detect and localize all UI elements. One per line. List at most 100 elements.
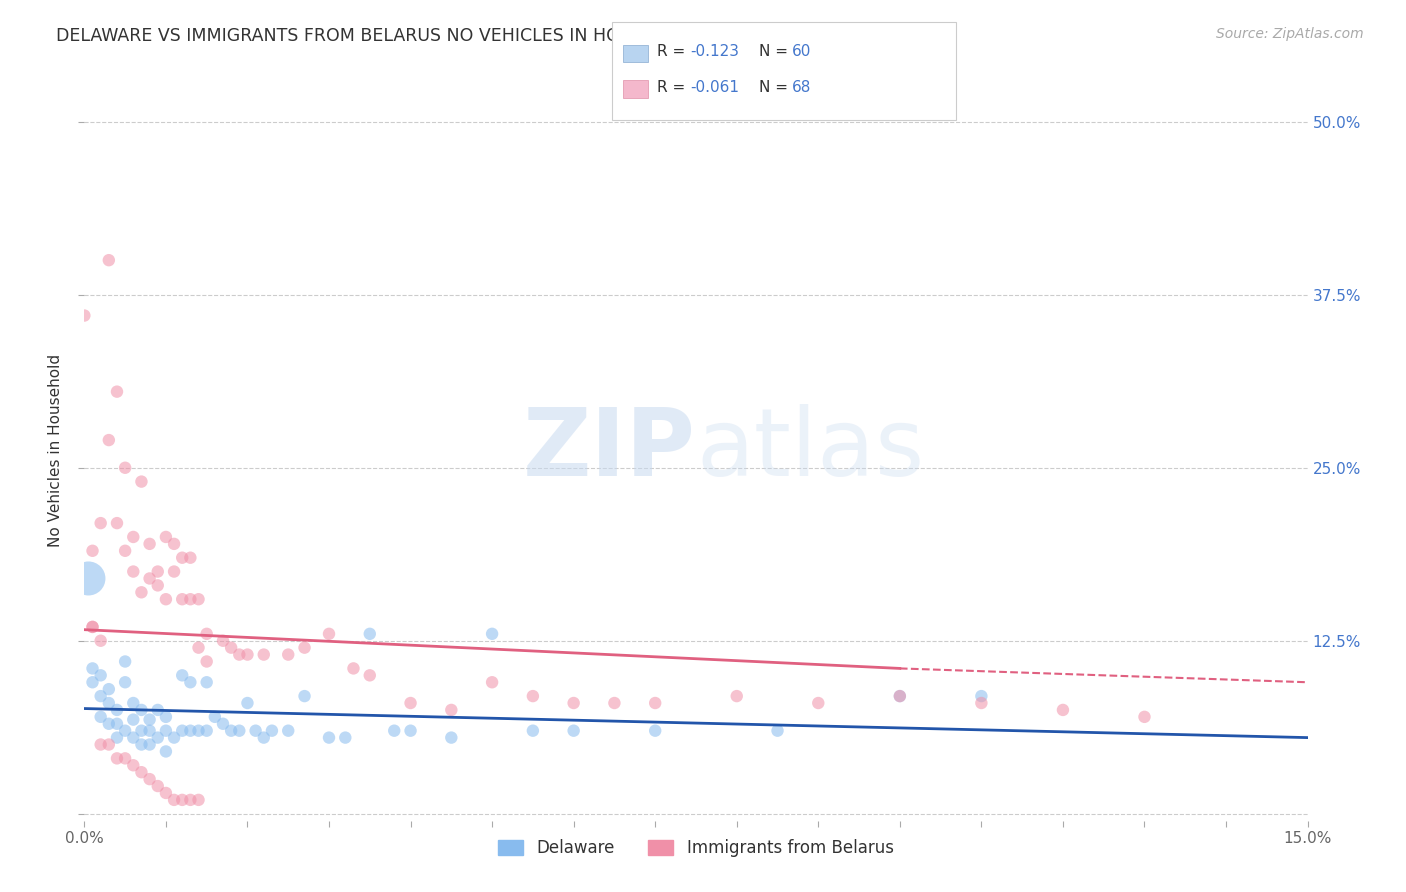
- Point: [138, 537, 160, 551]
- Point: [146, 779, 169, 793]
- Point: [97, 716, 120, 731]
- Point: [146, 731, 169, 745]
- Point: [138, 713, 160, 727]
- Text: Source: ZipAtlas.com: Source: ZipAtlas.com: [1216, 27, 1364, 41]
- Point: [172, 592, 194, 607]
- Point: [1052, 703, 1074, 717]
- Point: [172, 723, 194, 738]
- Point: [82, 620, 104, 634]
- Point: [114, 655, 136, 669]
- Point: [195, 655, 218, 669]
- Point: [97, 738, 120, 752]
- Point: [562, 723, 585, 738]
- Text: 68: 68: [792, 80, 811, 95]
- Point: [90, 668, 112, 682]
- Point: [163, 793, 186, 807]
- Text: DELAWARE VS IMMIGRANTS FROM BELARUS NO VEHICLES IN HOUSEHOLD CORRELATION CHART: DELAWARE VS IMMIGRANTS FROM BELARUS NO V…: [56, 27, 898, 45]
- Point: [114, 543, 136, 558]
- Point: [277, 723, 299, 738]
- Y-axis label: No Vehicles in Household: No Vehicles in Household: [48, 354, 63, 547]
- Point: [172, 668, 194, 682]
- Point: [603, 696, 626, 710]
- Point: [236, 696, 259, 710]
- Point: [253, 648, 276, 662]
- Point: [122, 530, 145, 544]
- Point: [122, 758, 145, 772]
- Text: N =: N =: [759, 45, 793, 59]
- Point: [766, 723, 789, 738]
- Point: [77, 572, 100, 586]
- Point: [97, 433, 120, 447]
- Point: [122, 696, 145, 710]
- Point: [122, 731, 145, 745]
- Point: [90, 516, 112, 530]
- Point: [212, 633, 235, 648]
- Point: [228, 648, 250, 662]
- Point: [138, 723, 160, 738]
- Point: [522, 689, 544, 703]
- Point: [97, 682, 120, 697]
- Point: [970, 689, 993, 703]
- Point: [146, 703, 169, 717]
- Point: [179, 675, 201, 690]
- Point: [342, 661, 364, 675]
- Point: [114, 723, 136, 738]
- Point: [236, 648, 259, 662]
- Point: [163, 565, 186, 579]
- Point: [97, 696, 120, 710]
- Point: [187, 592, 209, 607]
- Point: [97, 253, 120, 268]
- Point: [105, 751, 128, 765]
- Point: [179, 550, 201, 565]
- Point: [179, 592, 201, 607]
- Text: -0.123: -0.123: [690, 45, 740, 59]
- Legend: Delaware, Immigrants from Belarus: Delaware, Immigrants from Belarus: [492, 833, 900, 864]
- Point: [481, 627, 503, 641]
- Point: [522, 723, 544, 738]
- Point: [644, 696, 666, 710]
- Point: [122, 713, 145, 727]
- Point: [359, 668, 381, 682]
- Point: [138, 772, 160, 786]
- Point: [114, 675, 136, 690]
- Point: [122, 565, 145, 579]
- Point: [204, 710, 226, 724]
- Point: [179, 723, 201, 738]
- Point: [131, 738, 153, 752]
- Point: [245, 723, 267, 738]
- Point: [105, 384, 128, 399]
- Point: [90, 689, 112, 703]
- Point: [82, 620, 104, 634]
- Point: [399, 696, 422, 710]
- Point: [155, 723, 177, 738]
- Point: [138, 738, 160, 752]
- Point: [155, 786, 177, 800]
- Point: [105, 703, 128, 717]
- Point: [146, 578, 169, 592]
- Point: [889, 689, 911, 703]
- Point: [131, 765, 153, 780]
- Point: [294, 689, 316, 703]
- Point: [195, 723, 218, 738]
- Point: [399, 723, 422, 738]
- Text: R =: R =: [657, 45, 690, 59]
- Point: [187, 640, 209, 655]
- Point: [90, 738, 112, 752]
- Text: ZIP: ZIP: [523, 404, 696, 497]
- Point: [440, 731, 463, 745]
- Point: [359, 627, 381, 641]
- Point: [187, 793, 209, 807]
- Point: [179, 793, 201, 807]
- Point: [114, 751, 136, 765]
- Point: [155, 592, 177, 607]
- Point: [253, 731, 276, 745]
- Point: [172, 793, 194, 807]
- Point: [163, 731, 186, 745]
- Point: [131, 585, 153, 599]
- Point: [382, 723, 405, 738]
- Point: [82, 661, 104, 675]
- Point: [90, 633, 112, 648]
- Point: [105, 731, 128, 745]
- Point: [195, 627, 218, 641]
- Point: [155, 710, 177, 724]
